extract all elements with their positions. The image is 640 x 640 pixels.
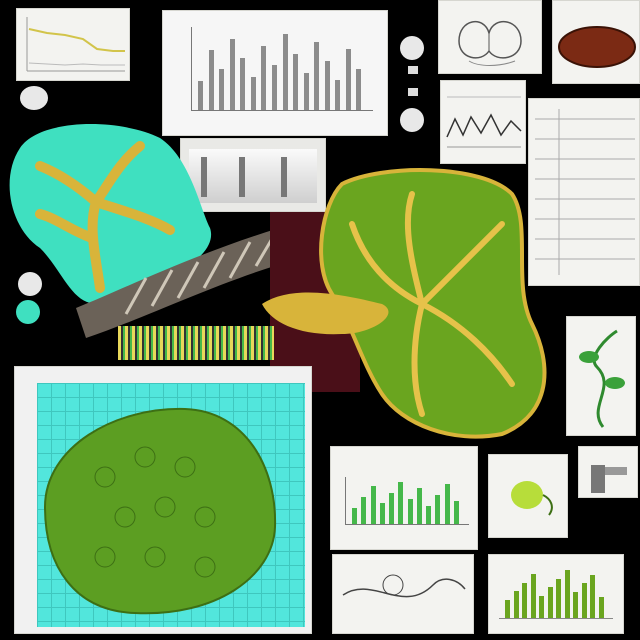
striped-bar	[118, 326, 274, 360]
ribbed-structure	[76, 222, 302, 338]
vessel-icon	[9, 124, 212, 303]
sprout-plot	[499, 567, 613, 619]
chart-bar	[539, 596, 544, 618]
dot	[400, 36, 424, 60]
bar-mark	[408, 88, 418, 96]
line-plot-card	[16, 8, 130, 81]
gray-bar-chart-card	[162, 10, 388, 136]
chart-bar	[564, 570, 570, 618]
line-plot	[26, 17, 125, 72]
chart-bar	[345, 49, 351, 110]
photo-window	[180, 138, 326, 212]
leaf-blob	[43, 407, 277, 615]
chart-bar	[271, 65, 277, 110]
leaf-specimen-card	[552, 0, 640, 84]
chart-bar	[426, 505, 431, 524]
leaf-icon	[558, 26, 636, 68]
chart-bar	[356, 68, 362, 110]
botanical-sketch-card	[438, 0, 542, 74]
chart-bar	[389, 492, 394, 524]
icon-tile	[578, 446, 638, 498]
dot	[400, 108, 424, 132]
chart-bar	[198, 80, 203, 110]
sketch-panel	[332, 554, 474, 634]
chart-bar	[293, 53, 299, 110]
green-bar-chart-card	[330, 446, 478, 550]
sprout-plot-card	[488, 554, 624, 634]
chart-bar	[229, 38, 235, 110]
chart-bar	[219, 69, 225, 110]
chart-bar	[581, 583, 587, 618]
chart-bar	[505, 600, 510, 618]
vine-icon	[579, 329, 625, 428]
chart-bar	[547, 587, 553, 618]
data-table-card	[528, 98, 640, 286]
chart-bar	[250, 76, 256, 110]
gray-bar-chart	[191, 27, 373, 111]
chart-bar	[590, 574, 595, 618]
green-bar-chart	[345, 477, 469, 525]
chart-bar	[352, 507, 357, 524]
chart-bar	[598, 596, 604, 618]
dot	[16, 300, 40, 324]
chart-bar	[240, 57, 246, 110]
chart-bar	[335, 80, 341, 110]
chart-bar	[407, 499, 413, 524]
organ-illustration	[262, 168, 547, 439]
chart-bar	[303, 72, 309, 110]
vine-card	[566, 316, 636, 436]
grid-window	[14, 366, 312, 634]
branch-sketch	[342, 574, 466, 598]
chart-bar	[314, 41, 320, 110]
chart-bar	[361, 496, 367, 524]
data-table	[535, 109, 635, 275]
dot	[18, 272, 42, 296]
chart-bar	[530, 574, 536, 618]
chart-bar	[261, 46, 267, 110]
seed-icon	[458, 20, 522, 66]
chart-bar	[379, 503, 385, 524]
seed-pod	[511, 481, 553, 516]
chart-bar	[398, 481, 404, 524]
photo	[189, 149, 317, 203]
bar-mark	[408, 66, 418, 74]
chart-bar	[522, 582, 527, 618]
chart-bar	[513, 591, 519, 618]
waveform-card	[440, 80, 526, 164]
chart-bar	[282, 34, 288, 110]
chart-bar	[370, 485, 376, 524]
dot	[20, 86, 48, 110]
chart-bar	[444, 484, 450, 524]
chart-bar	[556, 578, 561, 618]
chart-bar	[416, 488, 422, 524]
chart-bar	[573, 592, 578, 618]
waveform	[446, 96, 522, 148]
chart-bar	[435, 494, 441, 524]
chart-bar	[324, 61, 330, 110]
chart-bar	[208, 50, 214, 110]
chart-bar	[453, 501, 459, 524]
specimen-card	[488, 454, 568, 538]
